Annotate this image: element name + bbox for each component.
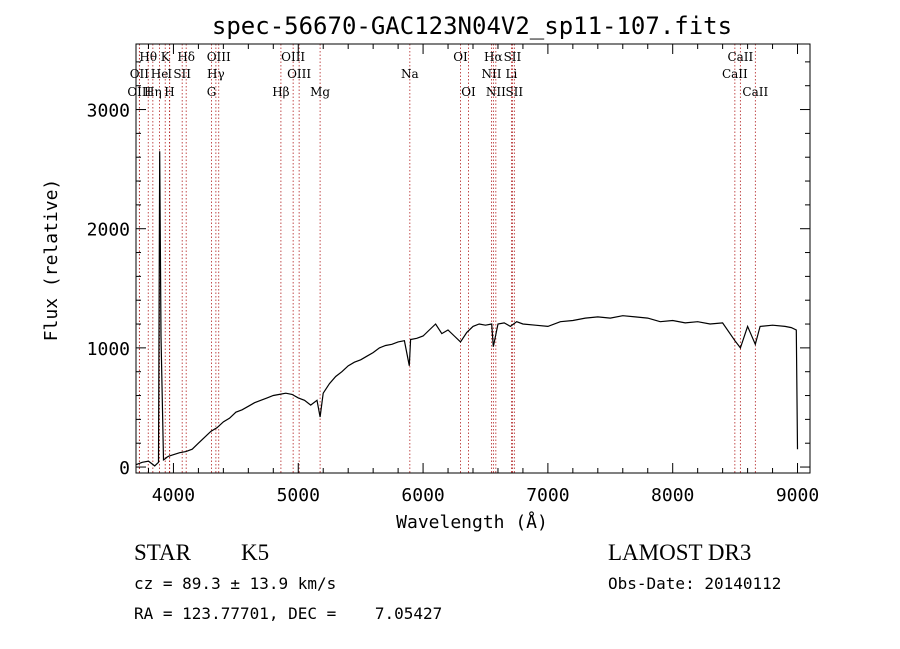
line-label-OI: OI	[461, 85, 476, 99]
x-tick-label: 9000	[776, 485, 819, 506]
line-label-NII: NII	[486, 85, 506, 99]
y-tick-label: 0	[119, 458, 130, 479]
line-label-CaII: CaII	[742, 85, 768, 99]
line-label-Hη: Hη	[144, 85, 162, 99]
x-tick-label: 7000	[526, 485, 569, 506]
line-label-OI: OI	[453, 50, 468, 64]
line-label-OIII: OIII	[281, 50, 305, 64]
object-class: STAR	[134, 540, 191, 565]
line-label-He: He	[151, 67, 169, 81]
line-label-OIII: OIII	[207, 50, 231, 64]
line-label-G: G	[207, 85, 217, 99]
line-label-Hα: Hα	[484, 50, 503, 64]
survey-name: LAMOST DR3	[608, 540, 752, 565]
spectrum-series-line	[135, 151, 799, 467]
line-markers	[138, 44, 756, 473]
line-label-SII: SII	[504, 50, 522, 64]
line-label-CaII: CaII	[722, 67, 748, 81]
line-label-I: I	[167, 67, 172, 81]
line-label-H: H	[164, 85, 174, 99]
y-axis-label: Flux (relative)	[41, 179, 62, 342]
line-label-Hδ: Hδ	[177, 50, 195, 64]
observation-date: Obs-Date: 20140112	[608, 574, 782, 593]
line-label-Na: Na	[401, 67, 419, 81]
line-label-NII: NII	[481, 67, 501, 81]
line-label-OIII: OIII	[127, 85, 151, 99]
x-axis-label: Wavelength (Å)	[396, 511, 548, 533]
object-subclass: K5	[241, 540, 270, 565]
plot-frame	[135, 43, 811, 474]
line-label-Hγ: Hγ	[207, 67, 225, 81]
ra-dec-coordinates: RA = 123.77701, DEC = 7.05427	[134, 604, 443, 623]
line-label-SII: SII	[505, 85, 523, 99]
chart-title: spec-56670-GAC123N04V2_sp11-107.fits	[212, 12, 732, 40]
line-label-Mg: Mg	[310, 85, 330, 99]
y-tick-label: 3000	[87, 101, 130, 122]
x-tick-label: 8000	[651, 485, 694, 506]
line-label-OIII: OIII	[287, 67, 311, 81]
line-label-SII: SII	[173, 67, 191, 81]
line-label-Hβ: Hβ	[272, 85, 289, 99]
line-label-CaII: CaII	[727, 50, 753, 64]
x-tick-label: 5000	[277, 485, 320, 506]
axis-ticks: 4000 5000 6000 7000 8000 9000 0 1000 2000 3000	[87, 44, 819, 506]
x-tick-label: 4000	[152, 485, 195, 506]
line-label-K: K	[161, 50, 171, 64]
redshift-cz: cz = 89.3 ± 13.9 km/s	[134, 574, 337, 593]
x-tick-label: 6000	[401, 485, 444, 506]
line-label-Li: Li	[506, 67, 518, 81]
y-tick-label: 2000	[87, 220, 130, 241]
line-label-Hθ: Hθ	[139, 50, 157, 64]
y-tick-label: 1000	[87, 339, 130, 360]
line-label-OII: OII	[130, 67, 150, 81]
